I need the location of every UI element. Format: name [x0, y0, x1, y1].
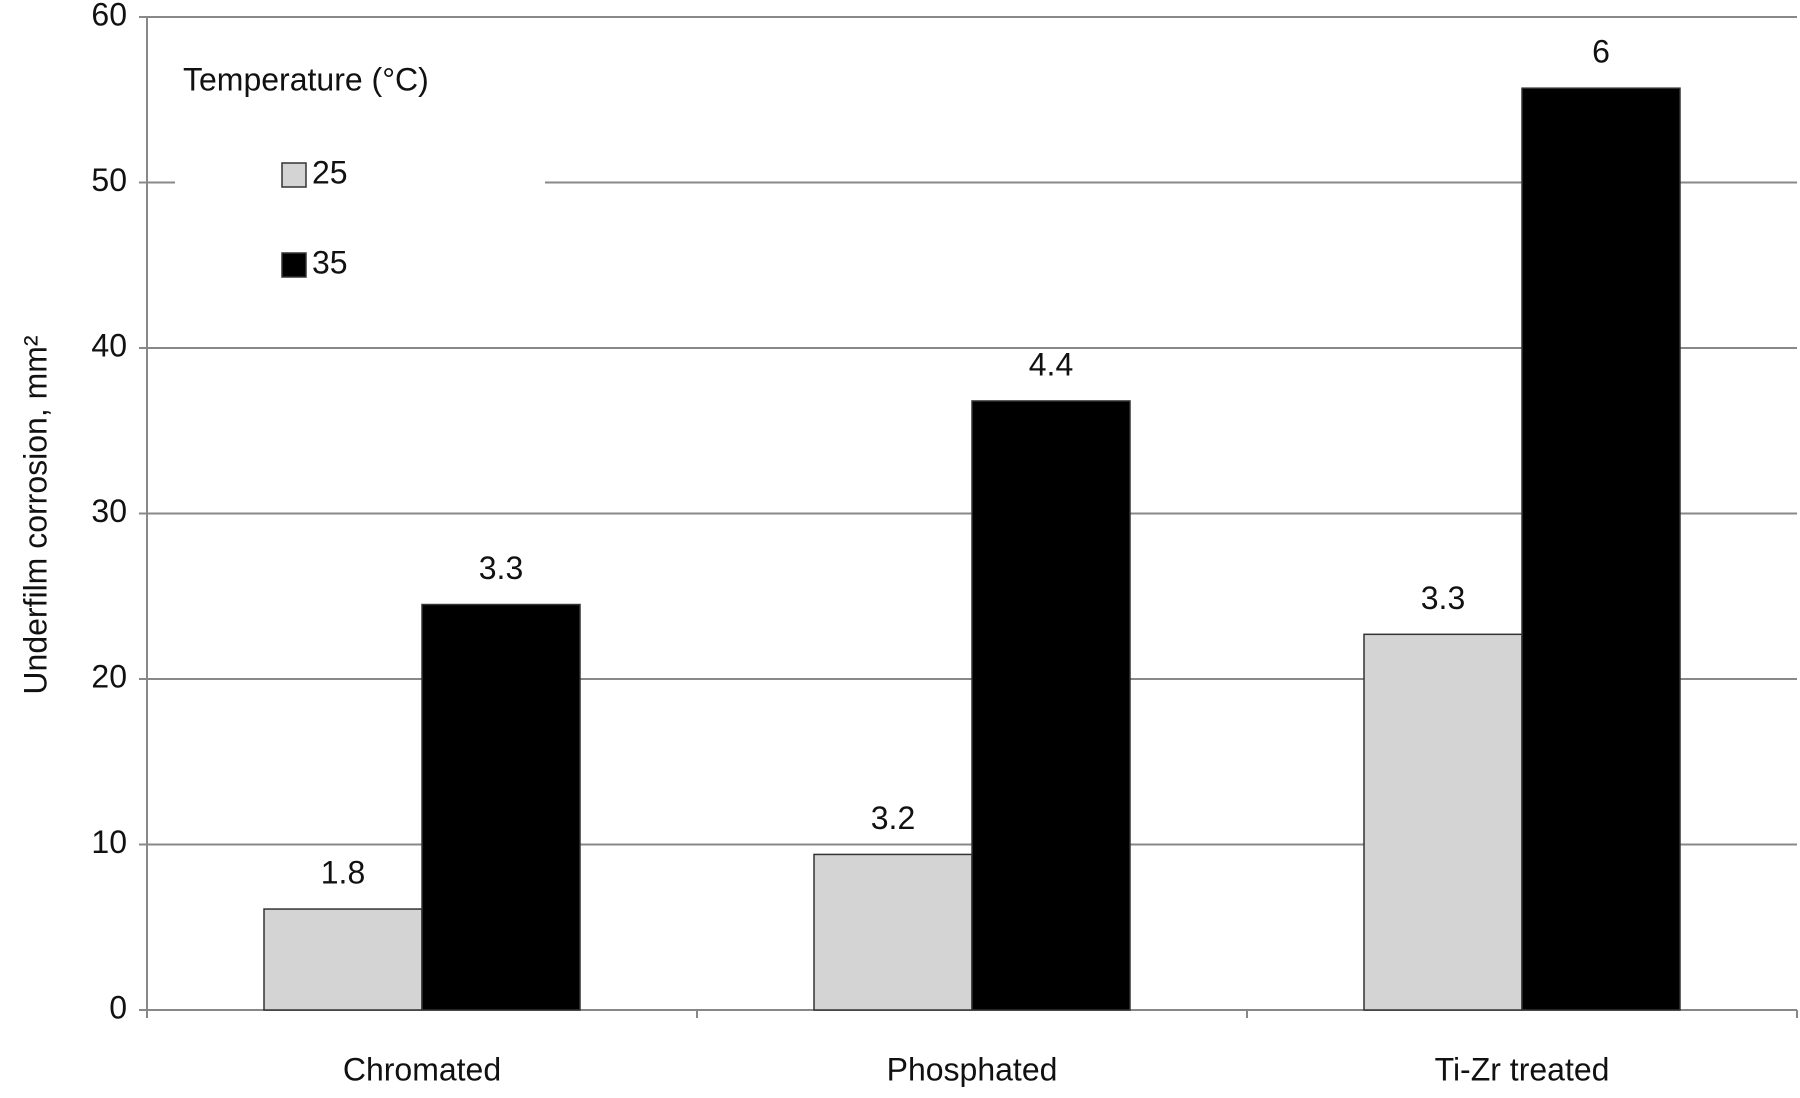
bar-label: 3.2 [871, 800, 915, 836]
bar-label: 3.3 [1421, 580, 1465, 616]
x-tick-label: Chromated [343, 1051, 501, 1087]
y-tick-label: 60 [91, 0, 127, 32]
bar [421, 603, 581, 1011]
legend-swatch [281, 162, 307, 188]
y-tick-label: 10 [91, 824, 127, 860]
bar [263, 908, 423, 1011]
x-tick-label: Phosphated [887, 1051, 1058, 1087]
y-tick-label: 0 [109, 989, 127, 1025]
legend-title: Temperature (°C) [183, 61, 429, 97]
y-tick-label: 30 [91, 493, 127, 529]
legend-swatch [281, 252, 307, 278]
y-tick-label: 40 [91, 327, 127, 363]
bar-label: 1.8 [321, 854, 365, 890]
legend-label: 25 [312, 154, 348, 190]
x-tick-label: Ti-Zr treated [1435, 1051, 1610, 1087]
legend-box [175, 45, 545, 315]
bar [1521, 87, 1681, 1011]
bar-label: 6 [1592, 34, 1610, 70]
bar-label: 4.4 [1029, 346, 1073, 382]
bar [971, 400, 1131, 1011]
y-tick-label: 50 [91, 162, 127, 198]
legend-label: 35 [312, 244, 348, 280]
bar [813, 853, 973, 1011]
y-axis-label: Underfilm corrosion, mm² [17, 335, 53, 695]
bar [1363, 633, 1523, 1011]
bar-label: 3.3 [479, 550, 523, 586]
y-tick-label: 20 [91, 658, 127, 694]
